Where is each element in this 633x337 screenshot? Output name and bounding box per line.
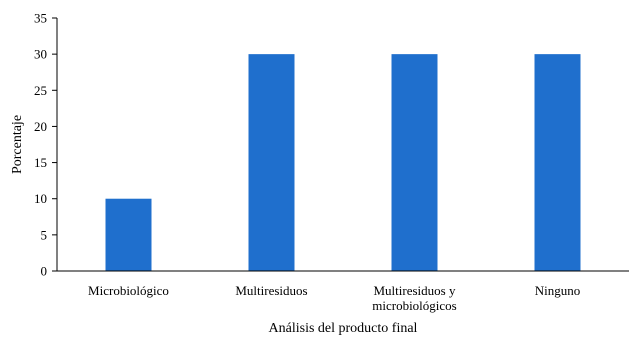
y-axis-title: Porcentaje [10,115,25,174]
y-tick-label: 5 [41,227,48,242]
y-tick-label: 10 [34,191,47,206]
y-tick-label: 30 [34,47,47,62]
bar [534,54,581,272]
y-tick-label: 20 [34,119,47,134]
bar [248,54,295,272]
bar [391,54,438,272]
y-tick-label: 15 [34,155,47,170]
y-tick-label: 25 [34,83,47,98]
y-axis-ticks: 0 5 10 15 20 25 30 35 [34,11,57,279]
x-tick-label: Ninguno [535,283,581,298]
x-axis-ticks: Microbiológico Multiresiduos Multiresiduos… [88,283,580,313]
x-tick-label: Multiresiduos [235,283,307,298]
bar [105,198,152,271]
y-tick-label: 35 [34,11,47,26]
x-tick-label: Microbiológico [88,283,169,298]
x-axis-title: Análisis del producto final [269,321,418,336]
y-tick-label: 0 [41,264,48,279]
bars [105,54,581,272]
x-tick-label: Multiresiduos y microbiológicos [372,283,457,313]
